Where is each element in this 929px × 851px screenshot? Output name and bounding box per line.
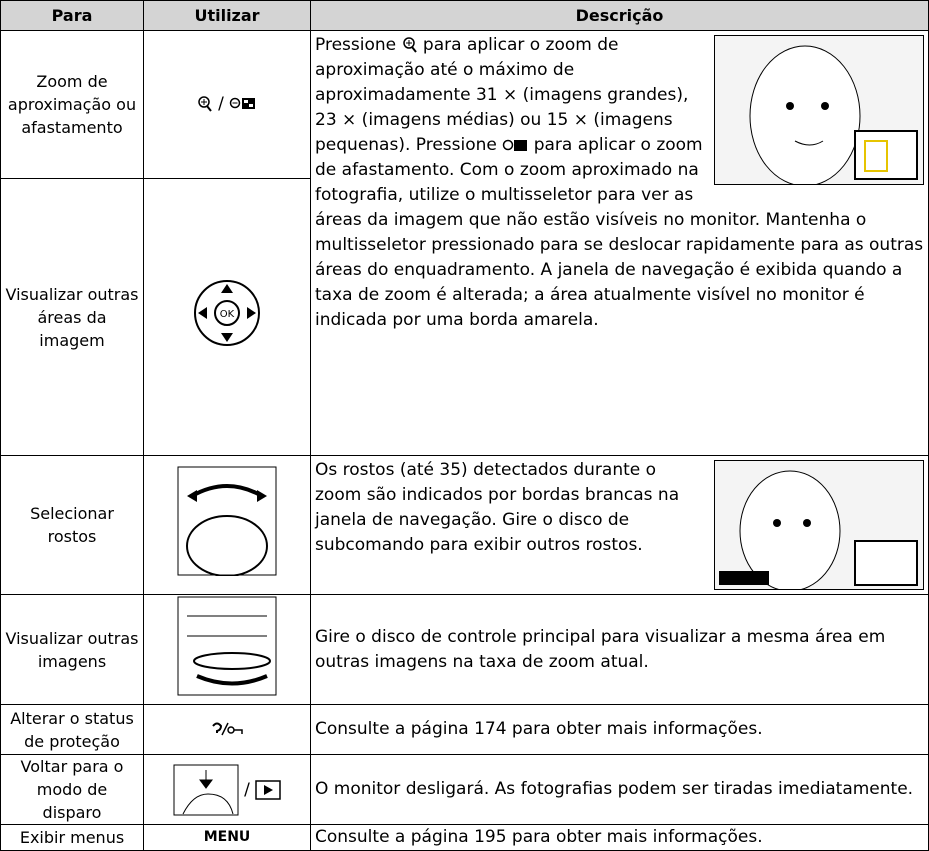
separator: / — [218, 94, 224, 114]
para-cell: Visualizar outras áreas da imagem — [0, 178, 144, 456]
desc-cell: Pressione para aplicar o zoom de aproxim… — [310, 30, 929, 456]
sub-dial-icon — [177, 466, 277, 577]
menu-label: MENU — [143, 824, 311, 851]
desc-cell: O monitor desligará. As fotografias pode… — [310, 754, 929, 825]
svg-text:OK: OK — [220, 309, 235, 320]
separator: / — [244, 779, 250, 800]
desc-cell: Gire o disco de controle principal para … — [310, 594, 929, 705]
zoom-out-icon — [230, 97, 256, 109]
zoom-in-icon — [197, 96, 212, 112]
use-cell — [143, 704, 311, 755]
playback-icon — [255, 779, 282, 800]
para-cell: Visualizar outras imagens — [0, 594, 144, 705]
portrait-image — [714, 460, 924, 590]
desc-cell: Consulte a página 174 para obter mais in… — [310, 704, 929, 755]
row: Zoom de aproximação ou afastamento / Pre… — [0, 30, 929, 456]
header-cell: Para — [0, 0, 144, 31]
desc-text: Pressione — [315, 35, 397, 55]
para-cell: Exibir menus — [0, 824, 144, 851]
desc-text: para aplicar o zoom de afastamento. Com … — [315, 135, 924, 330]
para-cell: Voltar para o modo de disparo — [0, 754, 144, 825]
header-cell: Descrição — [310, 0, 929, 31]
row: Visualizar outras áreas da imagem OK — [0, 178, 929, 456]
portrait-image — [714, 35, 924, 185]
row: Exibir menus MENU Consulte a página 195 … — [0, 824, 929, 851]
desc-cell: Consulte a página 195 para obter mais in… — [310, 824, 929, 851]
row: Selecionar rostos Os rostos (até 35) det… — [0, 455, 929, 595]
row: Visualizar outras imagens Gire o disco d… — [0, 594, 929, 705]
zoom-in-icon — [402, 37, 417, 53]
row: Voltar para o modo de disparo / O monito… — [0, 754, 929, 825]
use-cell: OK — [143, 178, 311, 456]
desc-text: Os rostos (até 35) detectados durante o … — [315, 460, 680, 555]
shutter-icon — [173, 764, 239, 815]
use-cell — [143, 594, 311, 705]
header-cell: Utilizar — [143, 0, 311, 31]
use-cell — [143, 455, 311, 595]
protect-icon — [212, 722, 243, 736]
main-dial-icon — [177, 596, 277, 695]
zoom-out-icon — [503, 139, 528, 151]
desc-cell: Os rostos (até 35) detectados durante o … — [310, 455, 929, 595]
desc-text: para aplicar o zoom de aproximação até o… — [315, 35, 689, 155]
para-cell: Zoom de aproximação ou afastamento — [0, 30, 144, 179]
use-cell: / — [143, 754, 311, 825]
row: Alterar o status de proteção Consulte a … — [0, 704, 929, 755]
multi-selector-icon: OK — [194, 280, 260, 346]
use-cell: / — [143, 30, 311, 179]
para-cell: Alterar o status de proteção — [0, 704, 144, 755]
header-row: Para Utilizar Descrição — [0, 0, 929, 31]
para-cell: Selecionar rostos — [0, 455, 144, 595]
